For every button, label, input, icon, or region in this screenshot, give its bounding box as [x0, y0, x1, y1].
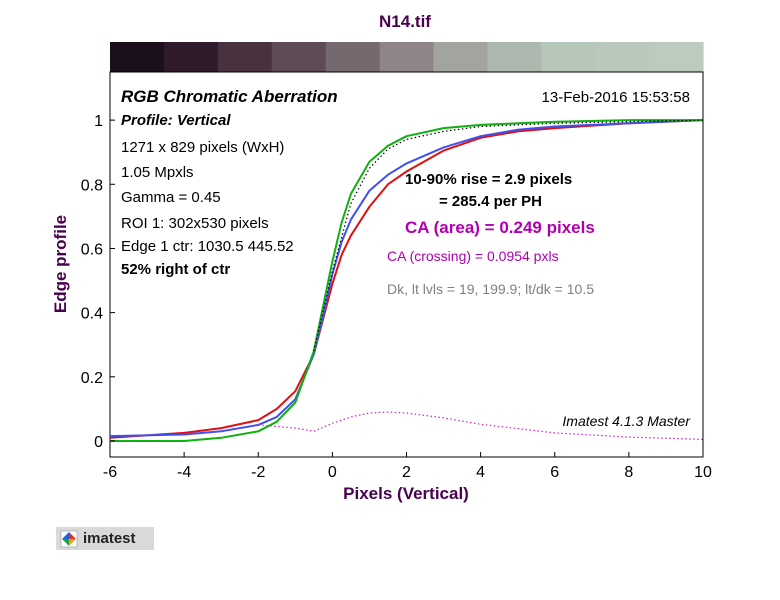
x-tick-label: 10 — [694, 464, 712, 481]
imatest-logo-icon — [60, 530, 78, 548]
colorbar-segment — [110, 42, 165, 72]
colorbar-segment — [649, 42, 704, 72]
colorbar-segment — [271, 42, 327, 72]
x-tick-label: 8 — [624, 464, 633, 481]
y-tick-label: 0.8 — [81, 177, 103, 194]
axis-ticks: -6 -4 -2 0 2 4 6 8 10 0 0.2 0.4 0.6 0.8 1 — [81, 113, 712, 481]
y-axis-label: Edge profile — [51, 215, 70, 313]
y-tick-label: 0.6 — [81, 241, 103, 258]
series-line-4 — [258, 411, 704, 440]
annotations: RGB Chromatic Aberration Profile: Vertic… — [121, 87, 691, 429]
plot-lines — [109, 119, 704, 442]
y-tick-label: 0.4 — [81, 306, 103, 323]
x-tick-label: 2 — [402, 464, 411, 481]
series-line-2 — [110, 119, 703, 442]
imatest-logo-text: imatest — [83, 530, 136, 547]
annotation-heading: RGB Chromatic Aberration — [121, 87, 338, 106]
x-tick-label: 6 — [550, 464, 559, 481]
x-tick-label: 0 — [328, 464, 337, 481]
x-tick-label: -2 — [251, 464, 265, 481]
colorbar-segment — [541, 42, 596, 72]
annotation-timestamp: 13-Feb-2016 15:53:58 — [542, 89, 690, 106]
colorbar-segment — [433, 42, 488, 72]
x-tick-label: 4 — [476, 464, 485, 481]
x-tick-label: -4 — [177, 464, 191, 481]
y-tick-label: 0 — [94, 434, 103, 451]
annotation-ca-area: CA (area) = 0.249 pixels — [405, 218, 595, 237]
y-tick-label: 1 — [94, 113, 103, 130]
annotation-levels: Dk, lt lvls = 19, 199.9; lt/dk = 10.5 — [387, 281, 594, 297]
colorbar-segment — [163, 42, 219, 72]
x-axis-label: Pixels (Vertical) — [343, 484, 469, 503]
colorbar-segment — [379, 42, 435, 72]
chart-title: N14.tif — [379, 12, 431, 31]
annotation-per-ph: = 285.4 per PH — [439, 193, 542, 210]
colorbar — [110, 42, 704, 72]
annotation-mpxls: 1.05 Mpxls — [121, 164, 194, 181]
imatest-logo: imatest — [56, 527, 154, 550]
annotation-rise: 10-90% rise = 2.9 pixels — [405, 171, 572, 188]
annotation-profile: Profile: Vertical — [121, 112, 231, 129]
annotation-roi: ROI 1: 302x530 pixels — [121, 215, 269, 232]
colorbar-segment — [487, 42, 542, 72]
annotation-version: Imatest 4.1.3 Master — [562, 413, 691, 429]
colorbar-segment — [325, 42, 381, 72]
annotation-gamma: Gamma = 0.45 — [121, 189, 221, 206]
series-line-0 — [109, 119, 704, 439]
annotation-pct-right: 52% right of ctr — [121, 261, 230, 278]
colorbar-segment — [595, 42, 650, 72]
annotation-size: 1271 x 829 pixels (WxH) — [121, 139, 284, 156]
annotation-ca-crossing: CA (crossing) = 0.0954 pxls — [387, 248, 559, 264]
y-tick-label: 0.2 — [81, 370, 103, 387]
colorbar-segment — [217, 42, 273, 72]
series-line-3 — [313, 119, 704, 352]
series-line-1 — [109, 119, 704, 438]
annotation-edge-ctr: Edge 1 ctr: 1030.5 445.52 — [121, 238, 294, 255]
x-tick-label: -6 — [103, 464, 117, 481]
